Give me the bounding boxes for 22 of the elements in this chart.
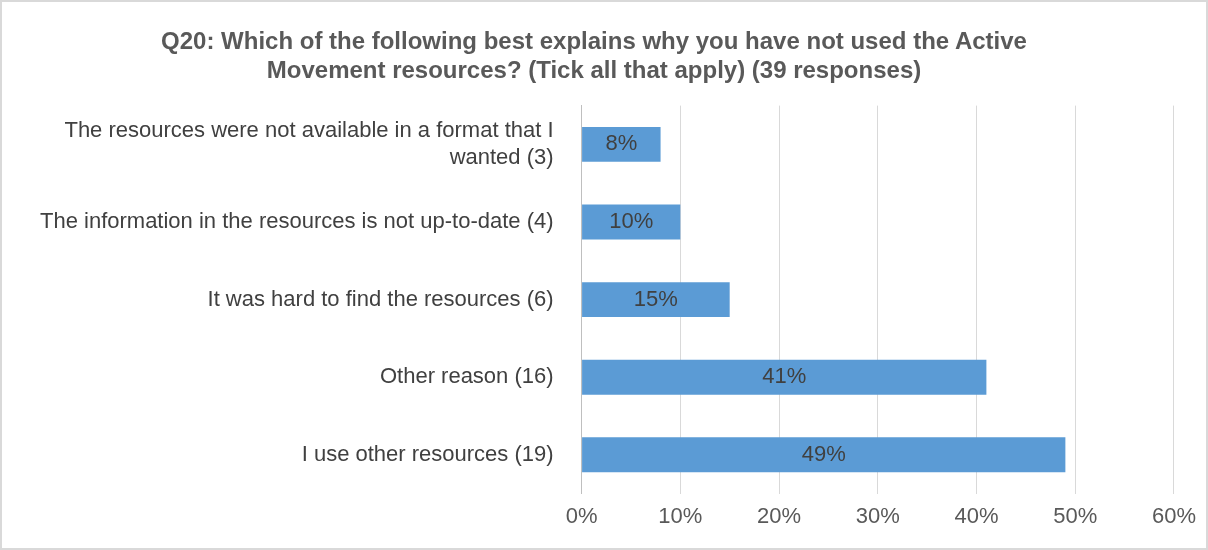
- y-tick-label: Other reason (16): [379, 363, 554, 389]
- y-tick-label: It was hard to find the resources (6): [207, 285, 554, 311]
- data-label: 8%: [605, 130, 638, 156]
- x-tick-label: 30%: [855, 502, 900, 528]
- x-tick-label: 50%: [1053, 502, 1098, 528]
- data-label: 10%: [609, 208, 654, 234]
- bar: [582, 359, 987, 395]
- x-tick-label: 20%: [757, 502, 802, 528]
- bar: [582, 126, 661, 162]
- chart-title: Q20: Which of the following best explains why you have not used the Active Movement resources? (Tick all that apply) (39 responses): [161, 27, 1027, 83]
- data-label: 15%: [633, 285, 678, 311]
- y-tick-label: The resources were not available in a format that I wanted (3): [64, 117, 554, 169]
- data-label: 41%: [762, 363, 807, 389]
- y-tick-label: I use other resources (19): [301, 440, 554, 466]
- x-tick-label: 60%: [1151, 502, 1197, 528]
- y-tick-label: The information in the resources is not up-to-date (4): [39, 208, 554, 234]
- x-tick-label: 40%: [954, 502, 999, 528]
- x-tick-label: 10%: [658, 502, 703, 528]
- data-label: 49%: [801, 440, 846, 466]
- bar: [582, 282, 730, 318]
- bar: [582, 437, 1066, 473]
- x-tick-label: 0%: [565, 502, 598, 528]
